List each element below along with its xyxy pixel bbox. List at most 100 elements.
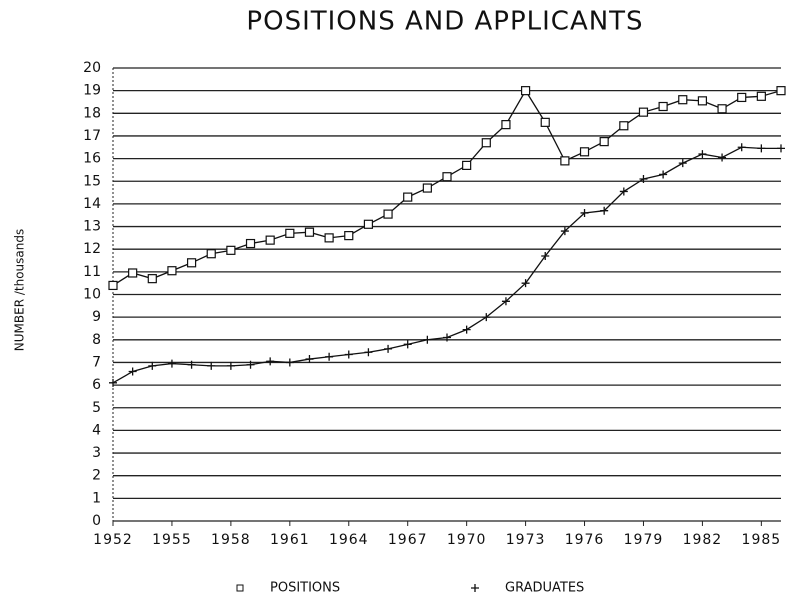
x-tick-label: 1961 bbox=[270, 532, 310, 548]
marker bbox=[128, 268, 138, 278]
x-tick-label: 1982 bbox=[683, 532, 723, 548]
y-tick-label: 5 bbox=[92, 400, 101, 416]
marker bbox=[443, 333, 451, 342]
marker bbox=[186, 258, 197, 268]
marker bbox=[698, 150, 707, 159]
marker bbox=[777, 144, 785, 153]
marker bbox=[580, 208, 589, 217]
marker bbox=[226, 361, 235, 370]
marker bbox=[344, 231, 354, 241]
y-tick-label: 19 bbox=[83, 83, 101, 99]
y-tick-label: 10 bbox=[83, 287, 101, 303]
marker bbox=[403, 192, 413, 202]
marker bbox=[501, 297, 510, 306]
y-tick-label: 1 bbox=[92, 490, 101, 506]
marker bbox=[285, 228, 295, 238]
marker bbox=[207, 361, 216, 370]
y-tick-label: 0 bbox=[92, 513, 101, 529]
marker bbox=[148, 361, 157, 370]
marker bbox=[737, 143, 746, 152]
marker bbox=[560, 156, 570, 166]
y-tick-label: 7 bbox=[92, 354, 101, 370]
series-line bbox=[112, 146, 781, 384]
marker bbox=[383, 209, 393, 219]
marker bbox=[325, 352, 334, 361]
y-tick-label: 12 bbox=[83, 241, 101, 257]
marker bbox=[520, 86, 531, 96]
marker bbox=[718, 153, 727, 162]
marker bbox=[501, 120, 511, 130]
x-tick-label: 1958 bbox=[211, 532, 251, 548]
marker bbox=[482, 313, 491, 322]
marker bbox=[540, 117, 550, 127]
y-tick-label: 6 bbox=[92, 377, 101, 393]
marker bbox=[128, 367, 137, 376]
marker bbox=[776, 86, 786, 96]
marker bbox=[265, 235, 275, 245]
y-tick-label: 14 bbox=[83, 196, 101, 212]
y-tick-label: 11 bbox=[83, 264, 101, 280]
y-tick-label: 13 bbox=[83, 219, 101, 235]
marker bbox=[364, 348, 373, 357]
x-tick-label: 1967 bbox=[388, 532, 428, 548]
marker bbox=[756, 91, 766, 101]
marker bbox=[560, 227, 569, 236]
marker bbox=[285, 358, 294, 367]
marker bbox=[638, 107, 649, 117]
marker bbox=[108, 280, 118, 291]
marker bbox=[266, 357, 275, 366]
x-tick-label: 1964 bbox=[329, 532, 369, 548]
marker bbox=[167, 359, 176, 368]
marker bbox=[619, 187, 628, 196]
marker bbox=[579, 147, 590, 157]
marker bbox=[226, 245, 236, 255]
y-tick-label: 15 bbox=[83, 173, 101, 189]
marker bbox=[600, 206, 609, 215]
marker bbox=[324, 233, 334, 243]
y-tick-label: 16 bbox=[83, 151, 101, 167]
marker bbox=[619, 121, 629, 131]
marker bbox=[363, 219, 374, 229]
marker bbox=[305, 355, 314, 364]
marker bbox=[659, 170, 668, 179]
marker bbox=[521, 279, 530, 288]
chart-title: POSITIONS AND APPLICANTS bbox=[246, 7, 643, 37]
x-tick-label: 1979 bbox=[624, 532, 664, 548]
marker bbox=[481, 138, 491, 148]
marker bbox=[658, 101, 668, 112]
marker bbox=[304, 227, 315, 237]
marker bbox=[403, 340, 412, 349]
y-tick-label: 9 bbox=[92, 309, 101, 325]
marker bbox=[246, 360, 255, 369]
marker bbox=[147, 274, 157, 284]
legend-marker bbox=[236, 584, 244, 592]
marker bbox=[423, 335, 432, 344]
marker bbox=[639, 174, 648, 183]
marker bbox=[187, 360, 196, 369]
marker bbox=[462, 325, 471, 334]
legend-marker bbox=[471, 584, 479, 592]
y-tick-label: 8 bbox=[92, 332, 101, 348]
marker bbox=[717, 104, 727, 114]
marker bbox=[541, 251, 550, 260]
y-axis-label: NUMBER /thousands bbox=[13, 229, 27, 351]
marker bbox=[678, 159, 687, 168]
marker bbox=[442, 172, 452, 182]
marker bbox=[678, 95, 688, 105]
y-tick-label: 18 bbox=[83, 105, 101, 121]
marker bbox=[384, 344, 393, 353]
y-tick-label: 17 bbox=[83, 128, 101, 144]
y-tick-label: 4 bbox=[92, 422, 101, 438]
y-tick-label: 2 bbox=[92, 468, 101, 484]
marker bbox=[757, 144, 766, 153]
x-tick-label: 1973 bbox=[506, 532, 546, 548]
marker bbox=[737, 92, 747, 103]
marker bbox=[422, 183, 432, 193]
marker bbox=[206, 249, 216, 259]
marker bbox=[462, 160, 472, 170]
marker bbox=[697, 96, 708, 106]
marker bbox=[245, 238, 256, 249]
y-tick-label: 3 bbox=[92, 445, 101, 461]
legend-label: POSITIONS bbox=[270, 581, 340, 596]
